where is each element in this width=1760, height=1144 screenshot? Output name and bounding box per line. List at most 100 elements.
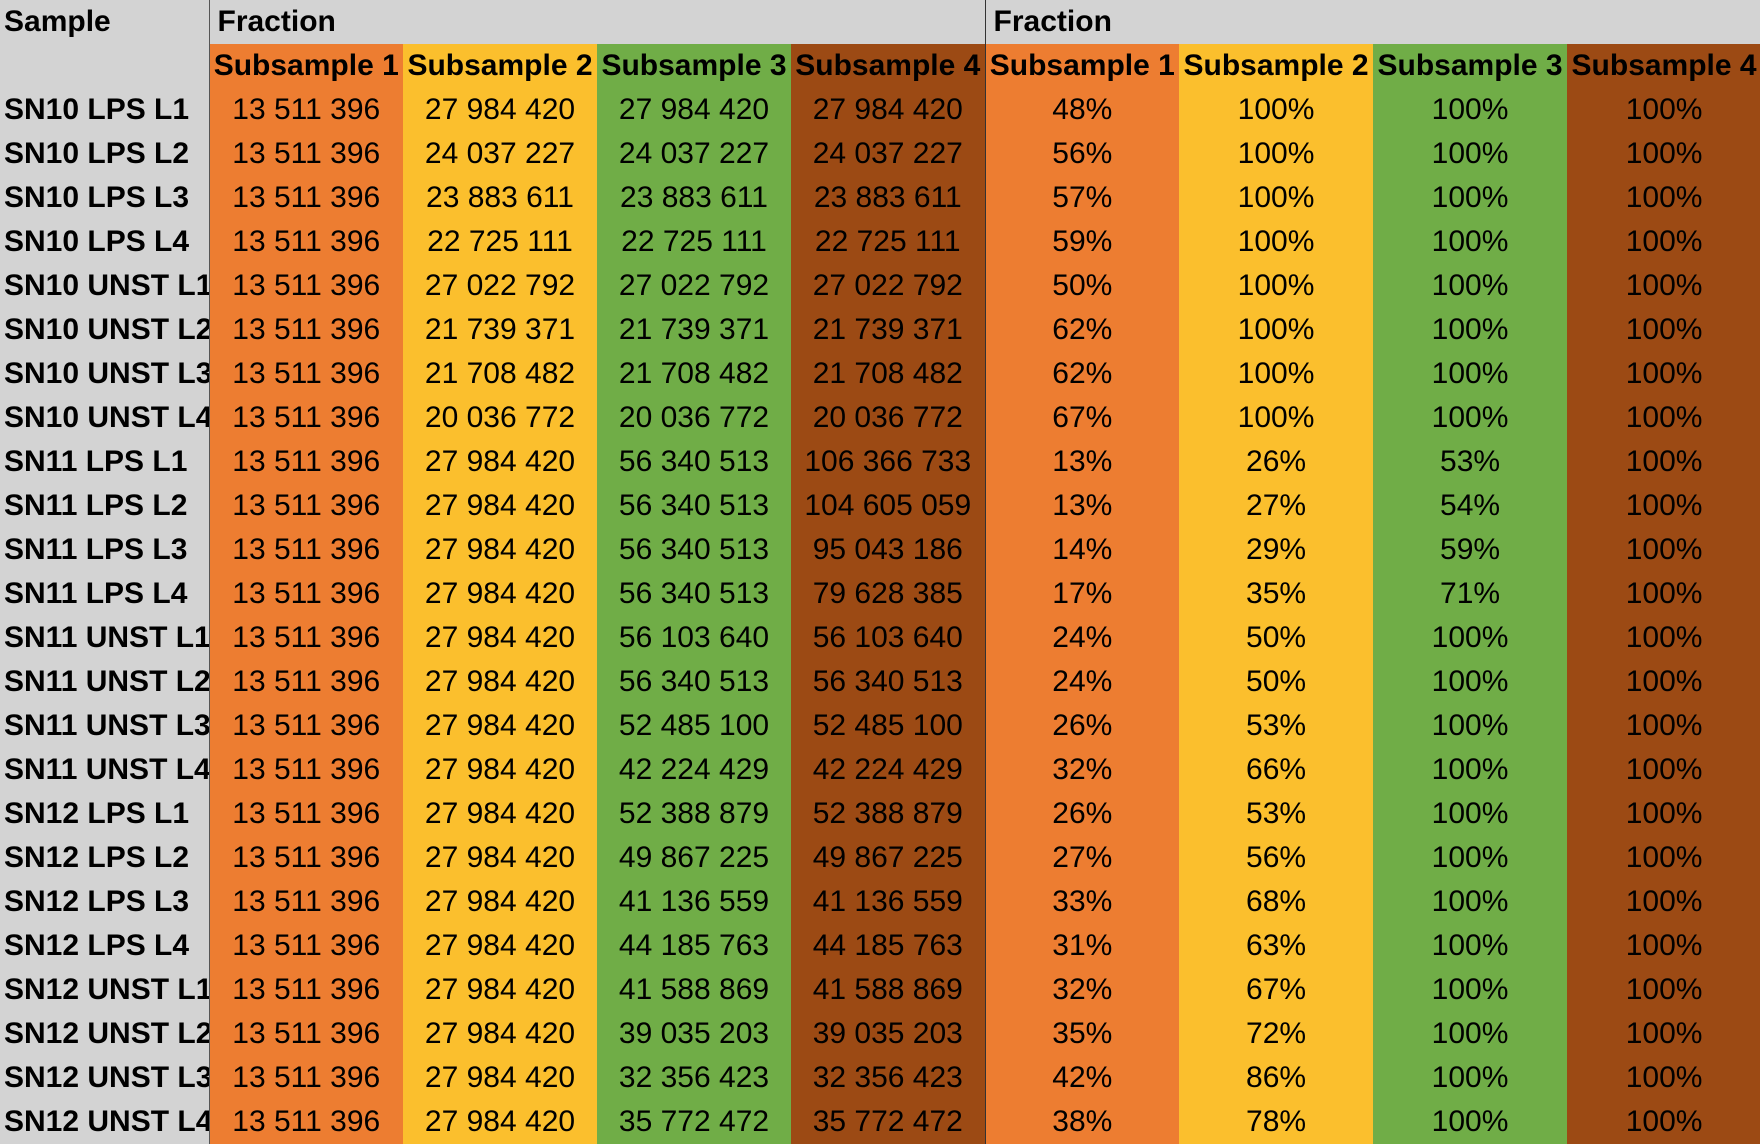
fraction-cell-subsample-3[interactable]: 100% xyxy=(1373,264,1568,308)
count-cell-subsample-3[interactable]: 56 340 513 xyxy=(597,660,791,704)
count-cell-subsample-2[interactable]: 20 036 772 xyxy=(403,396,597,440)
sample-cell[interactable]: SN12 LPS L3 xyxy=(0,880,210,924)
fraction-cell-subsample-4[interactable]: 100% xyxy=(1567,616,1760,660)
fraction-cell-subsample-1[interactable]: 48% xyxy=(985,88,1180,132)
count-cell-subsample-1[interactable]: 13 511 396 xyxy=(209,220,403,264)
count-cell-subsample-2[interactable]: 21 708 482 xyxy=(403,352,597,396)
count-cell-subsample-3[interactable]: 24 037 227 xyxy=(597,132,791,176)
fraction-cell-subsample-1[interactable]: 38% xyxy=(985,1100,1180,1144)
count-cell-subsample-2[interactable]: 27 984 420 xyxy=(403,572,597,616)
fraction-cell-subsample-3[interactable]: 100% xyxy=(1373,308,1568,352)
sample-cell[interactable]: SN10 LPS L3 xyxy=(0,176,210,220)
fraction-cell-subsample-1[interactable]: 62% xyxy=(985,308,1180,352)
fraction-cell-subsample-3[interactable]: 59% xyxy=(1373,528,1568,572)
fraction-cell-subsample-3[interactable]: 100% xyxy=(1373,836,1568,880)
fraction-cell-subsample-3[interactable]: 100% xyxy=(1373,880,1568,924)
fraction-cell-subsample-2[interactable]: 53% xyxy=(1179,792,1374,836)
count-cell-subsample-3[interactable]: 21 708 482 xyxy=(597,352,791,396)
fraction-cell-subsample-1[interactable]: 13% xyxy=(985,440,1180,484)
fraction-cell-subsample-4[interactable]: 100% xyxy=(1567,88,1760,132)
fraction-cell-subsample-4[interactable]: 100% xyxy=(1567,660,1760,704)
sample-cell[interactable]: SN11 UNST L1 xyxy=(0,616,210,660)
count-cell-subsample-3[interactable]: 39 035 203 xyxy=(597,1012,791,1056)
sample-cell[interactable]: SN11 UNST L2 xyxy=(0,660,210,704)
count-cell-subsample-3[interactable]: 56 340 513 xyxy=(597,440,791,484)
sample-cell[interactable]: SN12 LPS L2 xyxy=(0,836,210,880)
count-cell-subsample-1[interactable]: 13 511 396 xyxy=(209,660,403,704)
count-cell-subsample-2[interactable]: 27 984 420 xyxy=(403,836,597,880)
count-cell-subsample-4[interactable]: 22 725 111 xyxy=(791,220,986,264)
count-cell-subsample-2[interactable]: 27 984 420 xyxy=(403,880,597,924)
fraction-cell-subsample-1[interactable]: 42% xyxy=(985,1056,1180,1100)
fraction-subsample-4-header[interactable]: Subsample 4 xyxy=(1567,44,1760,88)
count-cell-subsample-2[interactable]: 27 022 792 xyxy=(403,264,597,308)
count-cell-subsample-3[interactable]: 23 883 611 xyxy=(597,176,791,220)
fraction-cell-subsample-3[interactable]: 100% xyxy=(1373,748,1568,792)
fraction-cell-subsample-4[interactable]: 100% xyxy=(1567,440,1760,484)
fraction-cell-subsample-3[interactable]: 100% xyxy=(1373,616,1568,660)
fraction-cell-subsample-2[interactable]: 100% xyxy=(1179,264,1374,308)
fraction-cell-subsample-3[interactable]: 54% xyxy=(1373,484,1568,528)
fraction-cell-subsample-2[interactable]: 86% xyxy=(1179,1056,1374,1100)
count-cell-subsample-3[interactable]: 49 867 225 xyxy=(597,836,791,880)
fraction-cell-subsample-1[interactable]: 62% xyxy=(985,352,1180,396)
fraction-cell-subsample-4[interactable]: 100% xyxy=(1567,924,1760,968)
count-cell-subsample-2[interactable]: 27 984 420 xyxy=(403,924,597,968)
fraction-cell-subsample-4[interactable]: 100% xyxy=(1567,176,1760,220)
fraction-cell-subsample-1[interactable]: 33% xyxy=(985,880,1180,924)
count-cell-subsample-3[interactable]: 41 136 559 xyxy=(597,880,791,924)
count-cell-subsample-2[interactable]: 27 984 420 xyxy=(403,616,597,660)
count-cell-subsample-1[interactable]: 13 511 396 xyxy=(209,396,403,440)
count-cell-subsample-1[interactable]: 13 511 396 xyxy=(209,836,403,880)
count-cell-subsample-4[interactable]: 21 739 371 xyxy=(791,308,986,352)
count-cell-subsample-2[interactable]: 27 984 420 xyxy=(403,748,597,792)
count-cell-subsample-2[interactable]: 27 984 420 xyxy=(403,88,597,132)
count-cell-subsample-4[interactable]: 52 388 879 xyxy=(791,792,986,836)
count-cell-subsample-3[interactable]: 52 485 100 xyxy=(597,704,791,748)
fraction-cell-subsample-3[interactable]: 100% xyxy=(1373,968,1568,1012)
fraction-cell-subsample-4[interactable]: 100% xyxy=(1567,264,1760,308)
count-cell-subsample-1[interactable]: 13 511 396 xyxy=(209,616,403,660)
count-cell-subsample-2[interactable]: 21 739 371 xyxy=(403,308,597,352)
count-cell-subsample-1[interactable]: 13 511 396 xyxy=(209,264,403,308)
count-cell-subsample-4[interactable]: 39 035 203 xyxy=(791,1012,986,1056)
fraction-cell-subsample-2[interactable]: 29% xyxy=(1179,528,1374,572)
count-cell-subsample-3[interactable]: 21 739 371 xyxy=(597,308,791,352)
count-cell-subsample-4[interactable]: 79 628 385 xyxy=(791,572,986,616)
fraction-cell-subsample-2[interactable]: 100% xyxy=(1179,352,1374,396)
fraction-cell-subsample-1[interactable]: 57% xyxy=(985,176,1180,220)
fraction-cell-subsample-3[interactable]: 100% xyxy=(1373,132,1568,176)
fraction-cell-subsample-1[interactable]: 32% xyxy=(985,748,1180,792)
count-cell-subsample-3[interactable]: 56 103 640 xyxy=(597,616,791,660)
sample-cell[interactable]: SN12 UNST L2 xyxy=(0,1012,210,1056)
fraction-cell-subsample-2[interactable]: 100% xyxy=(1179,220,1374,264)
sample-cell[interactable]: SN11 LPS L3 xyxy=(0,528,210,572)
fraction-cell-subsample-2[interactable]: 63% xyxy=(1179,924,1374,968)
fraction-cell-subsample-1[interactable]: 67% xyxy=(985,396,1180,440)
count-cell-subsample-4[interactable]: 106 366 733 xyxy=(791,440,986,484)
count-cell-subsample-1[interactable]: 13 511 396 xyxy=(209,924,403,968)
count-cell-subsample-1[interactable]: 13 511 396 xyxy=(209,352,403,396)
count-cell-subsample-1[interactable]: 13 511 396 xyxy=(209,1012,403,1056)
fraction-cell-subsample-3[interactable]: 100% xyxy=(1373,220,1568,264)
count-cell-subsample-4[interactable]: 35 772 472 xyxy=(791,1100,986,1144)
count-cell-subsample-2[interactable]: 27 984 420 xyxy=(403,1012,597,1056)
fractions-group-header[interactable]: Fraction xyxy=(985,0,1760,44)
sample-cell[interactable]: SN12 UNST L4 xyxy=(0,1100,210,1144)
count-cell-subsample-1[interactable]: 13 511 396 xyxy=(209,880,403,924)
count-cell-subsample-1[interactable]: 13 511 396 xyxy=(209,748,403,792)
count-cell-subsample-2[interactable]: 27 984 420 xyxy=(403,484,597,528)
sample-cell[interactable]: SN11 LPS L1 xyxy=(0,440,210,484)
fraction-cell-subsample-3[interactable]: 100% xyxy=(1373,88,1568,132)
fraction-cell-subsample-1[interactable]: 26% xyxy=(985,704,1180,748)
count-cell-subsample-4[interactable]: 21 708 482 xyxy=(791,352,986,396)
fraction-cell-subsample-1[interactable]: 24% xyxy=(985,616,1180,660)
fraction-cell-subsample-2[interactable]: 72% xyxy=(1179,1012,1374,1056)
fraction-cell-subsample-4[interactable]: 100% xyxy=(1567,792,1760,836)
counts-group-header[interactable]: Fraction xyxy=(209,0,986,44)
count-cell-subsample-3[interactable]: 27 022 792 xyxy=(597,264,791,308)
count-cell-subsample-4[interactable]: 20 036 772 xyxy=(791,396,986,440)
count-cell-subsample-3[interactable]: 20 036 772 xyxy=(597,396,791,440)
fraction-cell-subsample-2[interactable]: 78% xyxy=(1179,1100,1374,1144)
sample-cell[interactable]: SN10 UNST L4 xyxy=(0,396,210,440)
